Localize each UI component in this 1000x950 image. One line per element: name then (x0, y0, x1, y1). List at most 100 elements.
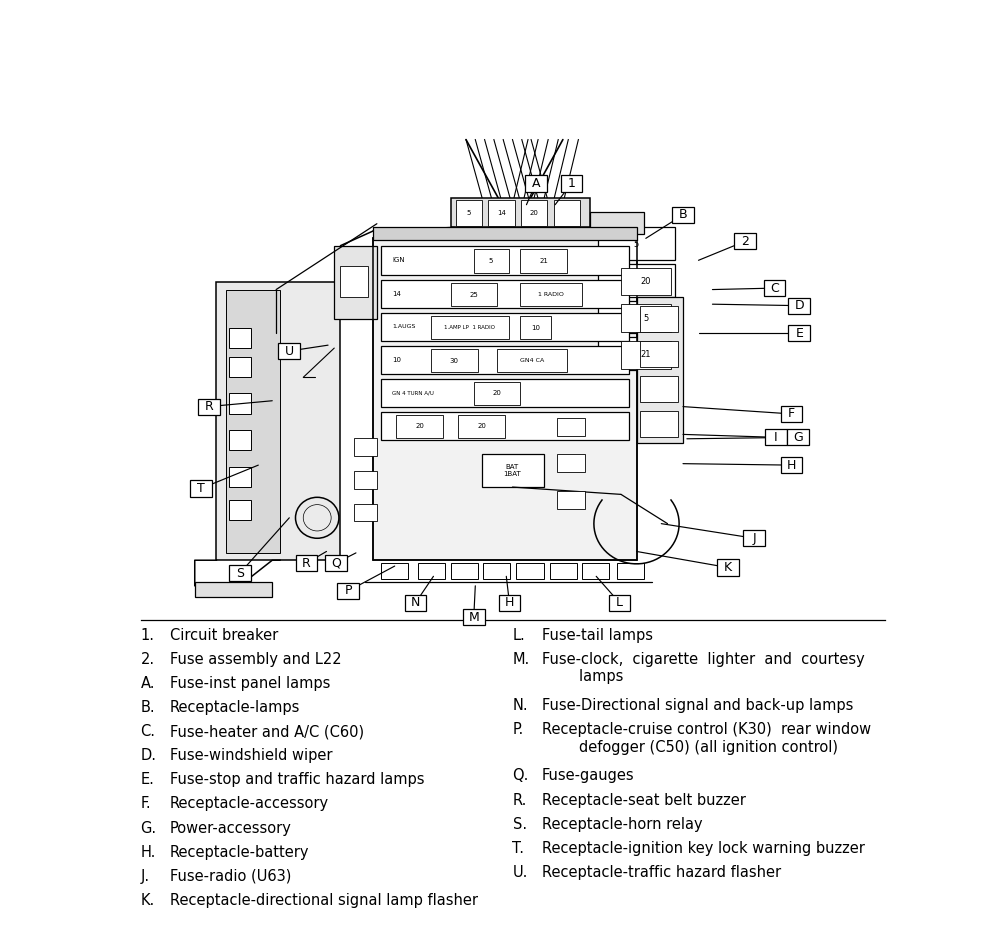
Bar (381, 563, 408, 580)
Text: 21: 21 (539, 258, 548, 264)
Text: GN4 CA: GN4 CA (520, 358, 544, 363)
Text: 21: 21 (641, 351, 651, 359)
Bar (621, 304, 671, 332)
Text: Receptacle-traffic hazard flasher: Receptacle-traffic hazard flasher (542, 865, 781, 880)
Text: 10: 10 (531, 325, 540, 331)
Text: Q.: Q. (512, 769, 529, 784)
Bar (431, 316, 509, 339)
Bar (190, 481, 212, 497)
Bar (216, 282, 340, 560)
Text: Circuit breaker: Circuit breaker (170, 628, 278, 642)
Text: U.: U. (512, 865, 528, 880)
Text: 1.AUGS: 1.AUGS (392, 324, 416, 330)
Text: 14: 14 (392, 291, 401, 297)
Text: 30: 30 (450, 357, 459, 364)
Bar (463, 609, 485, 625)
Text: T: T (197, 482, 205, 495)
Bar (450, 199, 590, 227)
Bar (418, 563, 445, 580)
Text: M: M (468, 611, 479, 624)
Text: 5: 5 (467, 210, 471, 216)
Bar (561, 176, 582, 192)
Text: R: R (204, 400, 213, 413)
Bar (765, 429, 787, 446)
Bar (640, 341, 678, 367)
Bar (474, 382, 520, 405)
Bar (278, 343, 300, 359)
Bar (598, 227, 675, 260)
Bar (717, 560, 739, 576)
Bar (637, 296, 683, 443)
Text: Fuse-tail lamps: Fuse-tail lamps (542, 628, 653, 642)
Text: R.: R. (512, 792, 527, 808)
Text: P.: P. (512, 722, 524, 737)
Text: Receptacle-cruise control (K30)  rear window
        defogger (C50) (all ignitio: Receptacle-cruise control (K30) rear win… (542, 722, 871, 754)
Bar (621, 268, 671, 295)
Text: A: A (532, 177, 540, 190)
Bar (229, 500, 251, 520)
Bar (788, 326, 810, 341)
Bar (672, 207, 694, 223)
Text: 20: 20 (415, 424, 424, 429)
Bar (520, 283, 582, 307)
Text: N.: N. (512, 698, 528, 713)
Bar (557, 418, 585, 436)
Text: Fuse-stop and traffic hazard lamps: Fuse-stop and traffic hazard lamps (170, 772, 424, 788)
Text: 20: 20 (530, 210, 539, 216)
Text: Fuse-windshield wiper: Fuse-windshield wiper (170, 749, 332, 763)
Text: 1.: 1. (140, 628, 154, 642)
Text: D: D (794, 299, 804, 313)
Text: P: P (344, 584, 352, 598)
Text: K: K (724, 561, 732, 574)
Bar (781, 457, 802, 473)
Bar (354, 504, 377, 522)
Bar (229, 393, 251, 414)
Text: E: E (795, 327, 803, 340)
Bar (499, 595, 520, 611)
Bar (788, 297, 810, 314)
Bar (381, 313, 629, 341)
Text: IGN: IGN (392, 257, 405, 263)
Text: 1 RADIO: 1 RADIO (538, 293, 564, 297)
Text: F.: F. (140, 796, 151, 811)
Bar (340, 266, 368, 296)
Text: S: S (236, 567, 244, 580)
Bar (617, 563, 644, 580)
Bar (450, 283, 497, 307)
Bar (198, 399, 220, 414)
Bar (396, 414, 443, 438)
Text: K.: K. (140, 893, 155, 908)
Bar (296, 555, 317, 571)
Bar (226, 290, 280, 553)
Text: Power-accessory: Power-accessory (170, 821, 292, 836)
Bar (764, 280, 785, 296)
Text: R: R (302, 557, 311, 570)
Text: Receptacle-lamps: Receptacle-lamps (170, 700, 300, 715)
Bar (381, 346, 629, 373)
Bar (373, 238, 637, 560)
Bar (456, 200, 482, 226)
Text: 5: 5 (489, 258, 493, 264)
Text: B: B (679, 208, 687, 221)
Text: Receptacle-horn relay: Receptacle-horn relay (542, 817, 703, 832)
Text: 25: 25 (469, 292, 478, 297)
Text: 5: 5 (643, 314, 648, 323)
Bar (195, 582, 272, 597)
Text: 1: 1 (567, 177, 575, 190)
Bar (354, 471, 377, 488)
Text: U: U (285, 345, 294, 357)
Bar (598, 264, 675, 296)
Bar (381, 246, 629, 275)
Bar (787, 429, 809, 446)
Text: G.: G. (140, 821, 157, 836)
Text: 20: 20 (641, 277, 651, 286)
Bar (550, 563, 577, 580)
Bar (640, 411, 678, 437)
Text: M.: M. (512, 652, 530, 667)
Text: 10: 10 (392, 357, 401, 363)
Bar (781, 406, 802, 422)
Text: Receptacle-ignition key lock warning buzzer: Receptacle-ignition key lock warning buz… (542, 841, 865, 856)
Text: J: J (752, 532, 756, 544)
Text: Fuse-gauges: Fuse-gauges (542, 769, 635, 784)
Bar (525, 176, 547, 192)
